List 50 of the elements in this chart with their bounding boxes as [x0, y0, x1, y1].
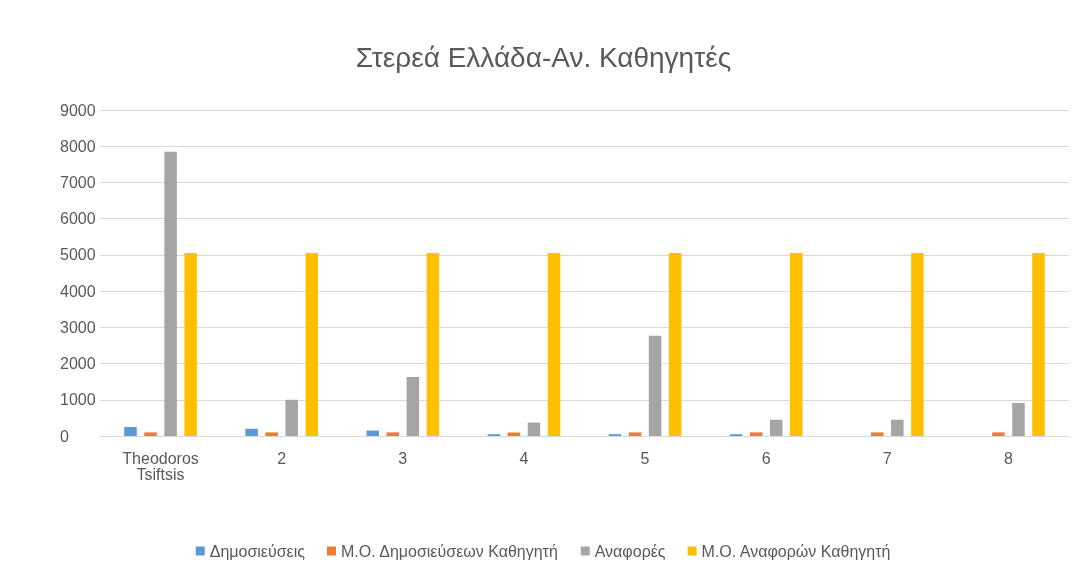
bar [124, 426, 137, 436]
x-tick-label: 3 [398, 449, 408, 467]
y-tick-label: 8000 [60, 137, 96, 155]
y-tick-label: 7000 [60, 173, 96, 191]
bar [648, 335, 662, 436]
bar [406, 376, 420, 436]
y-tick-label: 4000 [60, 282, 96, 300]
y-tick-label: 9000 [60, 101, 96, 119]
legend-label: Μ.Ο. Αναφορών Καθηγητή [701, 542, 891, 560]
bar [911, 253, 924, 436]
bar [366, 430, 380, 436]
chart-title: Στερεά Ελλάδα-Αν. Καθηγητές [355, 41, 732, 73]
bar [789, 253, 803, 436]
bar [144, 432, 157, 436]
bar [265, 432, 278, 436]
bar [507, 432, 521, 436]
y-tick-label: 2000 [60, 355, 96, 373]
bar [386, 432, 400, 436]
bar [164, 151, 177, 436]
bar [668, 253, 682, 436]
bar [749, 432, 763, 436]
y-tick-label: 0 [60, 427, 69, 445]
bar [769, 419, 783, 436]
bar [305, 253, 319, 436]
bar [547, 253, 561, 436]
bar [1012, 403, 1025, 436]
y-tick-label: 1000 [60, 391, 96, 409]
x-tick-label: 7 [882, 449, 892, 467]
y-tick-label: 6000 [60, 210, 96, 228]
bar [891, 419, 904, 436]
legend-label: Αναφορές [594, 542, 666, 560]
bar [426, 253, 440, 436]
y-tick-label: 3000 [60, 318, 96, 336]
bar [527, 422, 541, 436]
x-tick-label: Theodoros Tsiftsis [122, 449, 199, 483]
bar [1032, 253, 1045, 436]
x-tick-label: 2 [277, 449, 287, 467]
legend-label: Μ.Ο. Δημοσιεύσεων Καθηγητή [341, 542, 558, 560]
y-tick-label: 5000 [60, 246, 96, 264]
bar [628, 432, 642, 436]
legend-label: Δημοσιεύσεις [209, 542, 306, 560]
bar [871, 432, 884, 436]
x-tick-label: 8 [1003, 449, 1013, 467]
x-tick-label: 4 [519, 449, 529, 467]
bar [184, 253, 197, 436]
bar [992, 432, 1005, 436]
x-tick-label: 5 [640, 449, 650, 467]
bar [245, 428, 258, 436]
bar [285, 399, 298, 436]
x-tick-label: 6 [761, 449, 771, 467]
